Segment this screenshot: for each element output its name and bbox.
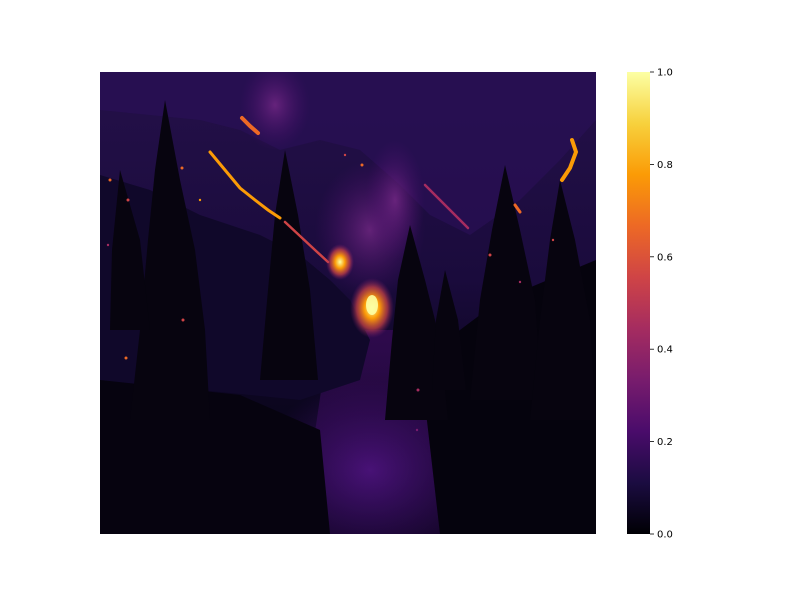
- colorbar-ticks: 0.0 0.2 0.4 0.6 0.8 1.0: [650, 68, 673, 541]
- upper-haze: [100, 72, 596, 235]
- colorbar-tick-label: 0.0: [657, 530, 673, 541]
- fire-line-left-slope-2: [283, 220, 330, 264]
- tree-left-1: [130, 100, 210, 420]
- tree-center-1: [385, 225, 448, 420]
- fire-line-left-slope: [208, 150, 282, 220]
- tree-mid-1: [260, 150, 318, 380]
- colorbar-tick-label: 0.2: [657, 437, 673, 448]
- colorbar-tick-label: 1.0: [657, 68, 673, 79]
- fire-spot-right: [513, 203, 522, 214]
- colorbar-gradient: [627, 72, 650, 534]
- hotspot-core: [366, 295, 378, 315]
- tree-right-1: [470, 165, 542, 400]
- colorbar-tick-label: 0.4: [657, 345, 673, 356]
- fire-line-top-left: [240, 116, 260, 135]
- tree-right-2: [530, 180, 596, 420]
- fire-line-right-ridge: [560, 138, 579, 182]
- tree-center-2: [432, 270, 466, 390]
- colorbar: 0.0 0.2 0.4 0.6 0.8 1.0: [627, 68, 673, 541]
- fire-lines: [208, 116, 579, 264]
- embers: [106, 153, 555, 432]
- fire-line-right-slope: [423, 183, 470, 230]
- colorbar-tick-label: 0.8: [657, 160, 673, 171]
- smoke-plume-center-2: [365, 140, 425, 260]
- hotspot-upper: [326, 244, 354, 280]
- tree-left-2: [110, 170, 150, 330]
- colorbar-tick-label: 0.6: [657, 252, 673, 263]
- heatmap-image: [100, 72, 596, 534]
- smoke-plume-left: [240, 72, 310, 150]
- tree-silhouettes: [110, 100, 596, 420]
